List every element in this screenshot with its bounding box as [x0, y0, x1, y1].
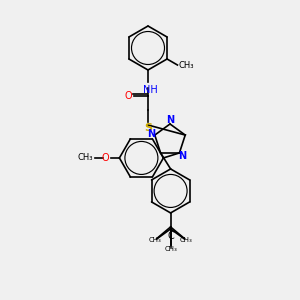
Text: CH₃: CH₃	[180, 237, 193, 243]
Text: N: N	[166, 115, 174, 125]
Text: N: N	[178, 151, 186, 161]
Text: NH: NH	[142, 85, 158, 95]
Text: N: N	[147, 129, 155, 139]
Text: C: C	[167, 231, 174, 241]
Text: O: O	[124, 91, 132, 101]
Text: S: S	[144, 123, 152, 133]
Text: CH₃: CH₃	[178, 61, 194, 70]
Text: CH₃: CH₃	[78, 153, 93, 162]
Text: CH₃: CH₃	[148, 237, 161, 243]
Text: O: O	[102, 153, 110, 163]
Text: CH₃: CH₃	[164, 246, 177, 252]
